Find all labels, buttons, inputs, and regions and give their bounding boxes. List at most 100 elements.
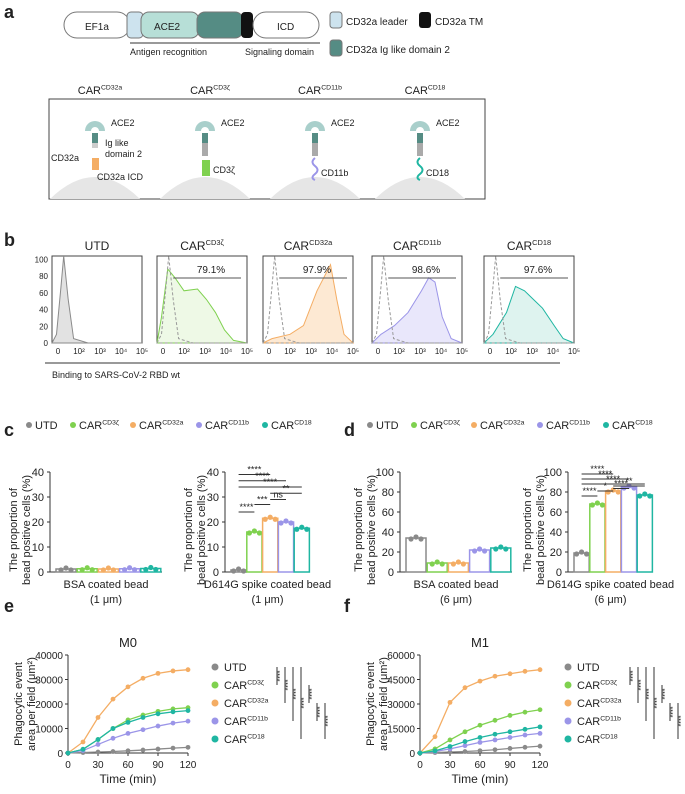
series-point-4 xyxy=(65,750,71,756)
series-point-2 xyxy=(110,696,116,702)
legend-d: UTD CARCD3ζ CARCD32a CARCD11b CARCD18 xyxy=(367,420,653,432)
car-diagram-box xyxy=(48,98,486,200)
bar-point xyxy=(283,518,289,524)
cell-membrane xyxy=(160,177,250,199)
flow-title-base: CAR xyxy=(393,239,419,253)
cd18-tail xyxy=(416,157,424,181)
car-schematic: ACE2 CD11b xyxy=(270,118,360,199)
flow-x-tick: 10⁵ xyxy=(241,347,253,356)
construct-diagram: EF1a ACE2 ICD Antigen recognition Signal… xyxy=(63,11,320,57)
flow-y-tick: 0 xyxy=(44,339,49,348)
panel-label-f: f xyxy=(344,596,351,616)
bar-point xyxy=(256,530,262,536)
sig-label: **** xyxy=(626,671,633,682)
bar-point xyxy=(482,548,488,554)
y-tick-label: 40 xyxy=(207,467,219,479)
bar-point xyxy=(230,568,237,574)
x-label: Time (min) xyxy=(100,772,157,786)
series-point-4 xyxy=(462,739,468,744)
flow-y-tick: 60 xyxy=(39,289,48,298)
x-label-1: D614G spike coated bead xyxy=(204,579,331,591)
car-title: CARCD3ζ xyxy=(190,85,230,97)
flow-x-tick: 10³ xyxy=(526,347,538,356)
y-tick-label: 0 xyxy=(388,567,394,579)
series-point-0 xyxy=(477,748,483,754)
y-tick-label: 0 xyxy=(57,749,63,760)
series-point-2 xyxy=(492,673,498,679)
sig-label: ** xyxy=(282,483,290,493)
series-point-1 xyxy=(507,713,513,718)
line-legend-dot-4 xyxy=(564,735,572,743)
bar-point xyxy=(408,536,414,542)
series-point-2 xyxy=(477,678,483,684)
line-legend-dot-1 xyxy=(211,681,219,689)
bar-point xyxy=(583,551,590,557)
legend-label-3-base: CAR xyxy=(546,420,569,432)
cd32a-icd-block xyxy=(92,158,99,170)
bar-point xyxy=(615,489,621,495)
line-legend-label-1: CARCD3ζ xyxy=(577,680,617,692)
series-point-0 xyxy=(522,744,528,750)
bar-point xyxy=(439,561,445,567)
flow-y-tick: 80 xyxy=(39,272,48,281)
line-legend-label-2-sup: CD32a xyxy=(247,698,268,705)
ig2-segment xyxy=(196,11,244,39)
legend-label-4-base: CAR xyxy=(612,420,635,432)
tm-segment xyxy=(241,12,253,38)
cd18-label: CD18 xyxy=(426,168,449,178)
y-tick-label: 20 xyxy=(382,547,394,559)
legend-label-4: CARCD18 xyxy=(612,420,653,432)
legend-tm: CD32a TM xyxy=(435,17,483,28)
tm-segment xyxy=(202,143,208,156)
series-point-2 xyxy=(507,671,513,677)
flow-x-tick: 10³ xyxy=(305,347,317,356)
series-point-2 xyxy=(170,668,176,674)
legend-dot-1 xyxy=(70,422,76,428)
flow-x-tick: 0 xyxy=(376,347,381,356)
icd-label: ICD xyxy=(277,22,294,33)
bar-point xyxy=(79,567,85,573)
bar-point xyxy=(278,520,284,526)
car-title-base: CAR xyxy=(78,85,101,97)
legend-label-3-sup: CD11b xyxy=(228,420,249,427)
bar-point xyxy=(240,568,247,574)
signaling-label: Signaling domain xyxy=(245,47,314,57)
sig-label: **** xyxy=(263,477,278,487)
sig-label: **** xyxy=(634,680,641,691)
bar-point xyxy=(418,536,424,542)
utd-overlay xyxy=(262,255,353,344)
series-point-4 xyxy=(140,715,146,720)
y-tick-label: 60 xyxy=(382,507,394,519)
flow-y-tick: 40 xyxy=(39,306,48,315)
line-legend-label-1-base: CAR xyxy=(577,680,600,692)
series-point-0 xyxy=(537,743,543,749)
flow-x-tick: 0 xyxy=(267,347,272,356)
cd32a-side-label: CD32a xyxy=(51,153,79,163)
bar-point xyxy=(578,549,585,555)
flow-y-tick: 20 xyxy=(39,322,48,331)
legend-c: UTD CARCD3ζ CARCD32a CARCD11b CARCD18 xyxy=(26,420,312,432)
bar-point xyxy=(246,530,252,536)
legend-label-3-sup: CD11b xyxy=(569,420,590,427)
bar-point xyxy=(647,493,653,499)
bar-2 xyxy=(604,490,622,573)
tm-segment xyxy=(417,143,423,156)
flow-title: CARCD18 xyxy=(507,238,551,253)
y-tick-label: 15000 xyxy=(387,725,415,736)
ig-label-2: domain 2 xyxy=(105,149,142,159)
line-legend-label-2: CARCD32a xyxy=(577,698,622,710)
series-point-0 xyxy=(155,746,161,752)
line-legend-label-1: CARCD3ζ xyxy=(224,680,264,692)
series-point-1 xyxy=(522,709,528,715)
chart-title: M1 xyxy=(471,635,489,650)
sig-label: **** xyxy=(642,689,649,700)
line-chart: M0 0 10000 20000 30000 40000 0 30 60 90 120 Time (m… xyxy=(13,635,328,786)
series-point-2 xyxy=(185,667,191,673)
line-legend-label-3: CARCD11b xyxy=(224,716,268,728)
bar-point xyxy=(450,561,456,567)
x-tick-label: 0 xyxy=(65,760,71,771)
legend-label-2-base: CAR xyxy=(139,420,162,432)
flow-title-base: CAR xyxy=(284,239,310,253)
legend-dot-1 xyxy=(411,422,417,428)
y-tick-label: 10 xyxy=(207,542,219,554)
